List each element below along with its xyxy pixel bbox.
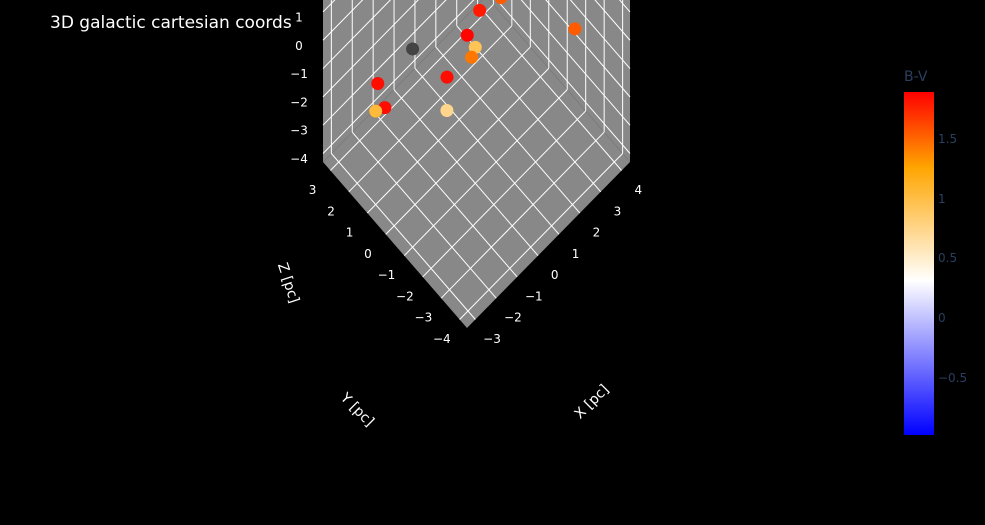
gridline-x	[414, 68, 560, 235]
x-tick-label: 4	[634, 183, 642, 197]
data-point	[465, 50, 479, 64]
colorbar	[904, 92, 934, 435]
gridline-z	[594, 0, 631, 41]
colorbar-tick-label: −0.5	[938, 370, 968, 385]
data-point	[495, 0, 508, 5]
gridline-y	[403, 89, 568, 256]
gridline-y	[440, 131, 605, 299]
x-tick-label: −2	[504, 311, 522, 325]
x-tick-label: 1	[572, 247, 580, 261]
gridline-x	[351, 131, 497, 299]
wall-xz	[323, 0, 483, 162]
y-axis-title: Y [pc]	[336, 389, 377, 430]
data-point	[468, 40, 482, 54]
z-tick-label: 1	[295, 10, 303, 24]
y-tick-label: −1	[378, 268, 396, 282]
data-point	[440, 103, 454, 117]
data-point	[473, 3, 487, 17]
gridline-x	[393, 89, 539, 256]
data-point	[568, 22, 582, 36]
z-tick-label: −4	[290, 152, 308, 166]
gridline-z	[496, 0, 631, 154]
data-point	[406, 42, 420, 56]
colorbar-tick-label: 0.5	[938, 251, 958, 266]
chart-title: 3D galactic cartesian coords	[50, 13, 292, 33]
z-tick-label: −2	[290, 95, 308, 109]
y-tick-label: 3	[309, 183, 317, 197]
x-tick-label: −3	[483, 332, 501, 346]
gridline-x	[456, 25, 602, 193]
gridline-x	[477, 4, 623, 171]
gridline-y	[348, 25, 513, 193]
wall-yz	[489, 0, 630, 162]
x-tick-label: −1	[525, 289, 543, 303]
data-point	[369, 104, 383, 118]
floor-plane	[323, 0, 630, 328]
gridline-x	[372, 110, 518, 278]
gridline-z	[569, 0, 631, 69]
gridline-y	[385, 68, 550, 235]
gridline-z	[520, 0, 631, 126]
gridline-y	[422, 110, 587, 278]
y-tick-label: −4	[433, 332, 451, 346]
z-tick-label: −1	[290, 67, 308, 81]
x-tick-label: 0	[551, 268, 559, 282]
y-tick-label: 0	[364, 247, 372, 261]
gridline-z	[322, 0, 419, 98]
x-tick-label: 3	[614, 204, 622, 218]
colorbar-tick-label: 0	[938, 311, 946, 326]
z-axis-title: Z [pc]	[274, 261, 302, 305]
gridline-y	[366, 46, 531, 214]
y-tick-label: 1	[346, 226, 354, 240]
gridline-z	[322, 0, 447, 126]
gridline-x	[435, 46, 581, 214]
colorbar-tick-label: 1.5	[938, 131, 958, 146]
z-tick-label: −3	[290, 124, 308, 138]
y-tick-label: −3	[415, 311, 433, 325]
x-tick-label: 2	[593, 226, 601, 240]
gridline-y	[459, 153, 623, 320]
colorbar-title: B-V	[904, 69, 928, 85]
gridline-z	[545, 0, 631, 98]
x-axis-title: X [pc]	[572, 382, 613, 423]
z-tick-label: 0	[295, 39, 303, 53]
colorbar-tick-label: 1	[938, 191, 946, 206]
y-tick-label: −2	[396, 289, 414, 303]
gridline-z	[322, 0, 392, 69]
data-point	[460, 28, 474, 42]
data-point	[440, 70, 454, 84]
gridline-x	[330, 153, 476, 320]
gridline-z	[322, 0, 364, 41]
gridline-z	[322, 0, 475, 154]
y-tick-label: 2	[327, 204, 335, 218]
data-point	[371, 77, 385, 91]
